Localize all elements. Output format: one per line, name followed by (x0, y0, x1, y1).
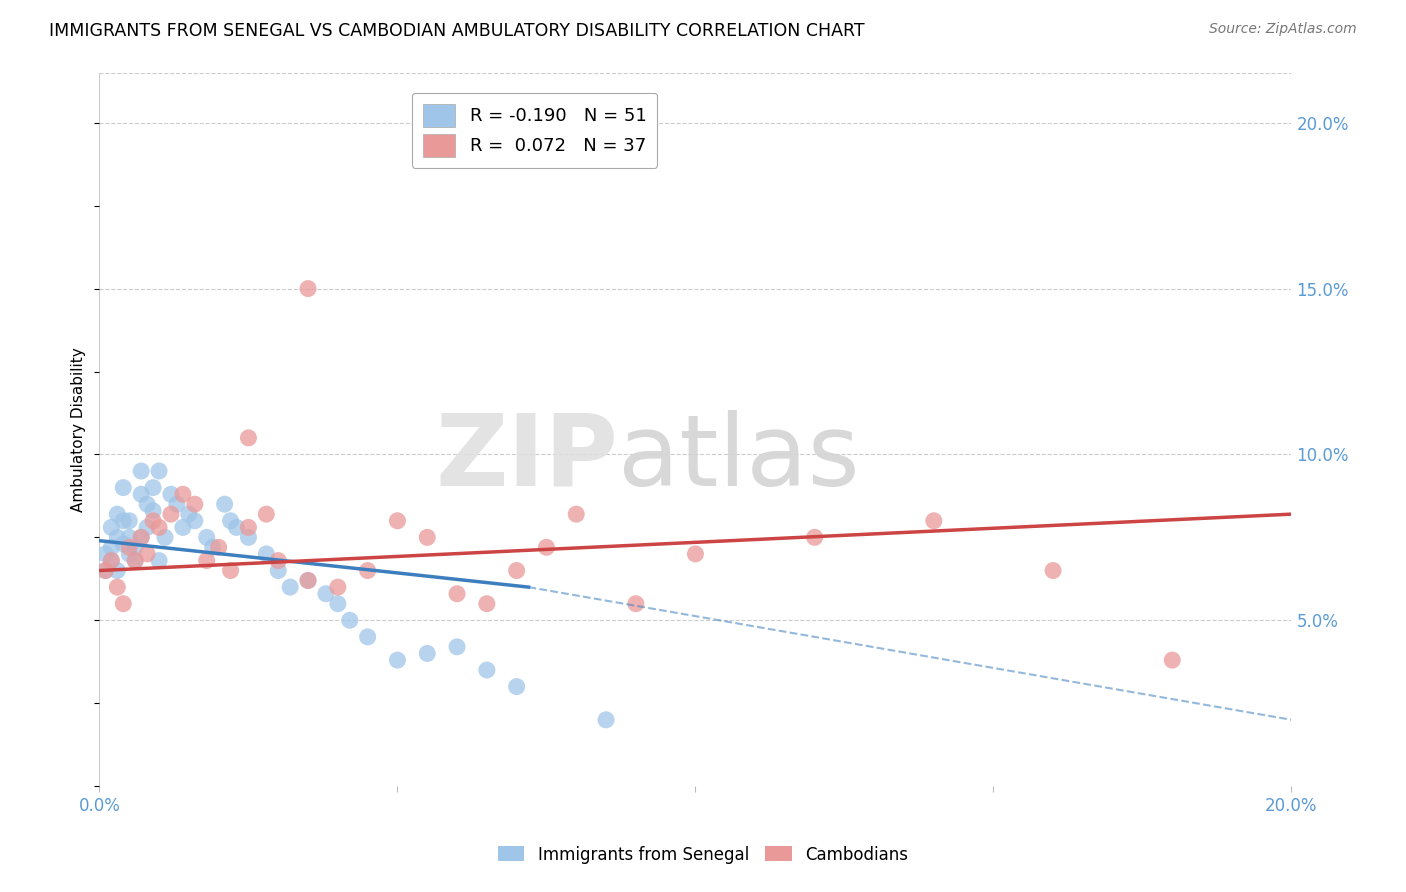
Point (536, 541, 558, 555)
Point (219, 514, 242, 528)
Point (105, 507, 128, 521)
Point (160, 507, 183, 521)
Point (136, 520, 159, 534)
Point (100, 553, 122, 567)
Point (184, 514, 207, 528)
Point (595, 713, 617, 727)
Point (225, 520, 247, 534)
Point (112, 597, 135, 611)
Point (112, 537, 135, 551)
Point (118, 541, 141, 555)
Point (172, 487, 194, 501)
Point (475, 597, 498, 611)
Point (267, 553, 290, 567)
Text: atlas: atlas (619, 409, 859, 507)
Point (129, 487, 152, 501)
Point (94, 564, 117, 578)
Text: Source: ZipAtlas.com: Source: ZipAtlas.com (1209, 22, 1357, 37)
Point (142, 514, 165, 528)
Point (195, 530, 218, 544)
Point (214, 497, 236, 511)
Point (129, 464, 152, 478)
Point (267, 564, 290, 578)
Point (153, 530, 176, 544)
Point (148, 520, 170, 534)
Point (105, 530, 128, 544)
Point (160, 487, 183, 501)
Point (100, 520, 122, 534)
Point (803, 530, 825, 544)
Point (315, 587, 337, 601)
Point (148, 553, 170, 567)
Point (201, 541, 224, 555)
Point (208, 541, 231, 555)
Point (326, 597, 349, 611)
Point (238, 520, 260, 534)
Point (100, 553, 122, 567)
Y-axis label: Ambulatory Disability: Ambulatory Disability (72, 347, 86, 512)
Text: IMMIGRANTS FROM SENEGAL VS CAMBODIAN AMBULATORY DISABILITY CORRELATION CHART: IMMIGRANTS FROM SENEGAL VS CAMBODIAN AMB… (49, 22, 865, 40)
Point (136, 497, 159, 511)
Point (94, 547, 117, 561)
Point (387, 653, 409, 667)
Point (1042, 564, 1064, 578)
Point (238, 530, 260, 544)
Point (129, 530, 152, 544)
Legend: R = -0.190   N = 51, R =  0.072   N = 37: R = -0.190 N = 51, R = 0.072 N = 37 (412, 93, 657, 168)
Point (446, 640, 468, 654)
Point (136, 547, 159, 561)
Point (356, 564, 378, 578)
Point (505, 680, 527, 694)
Point (297, 574, 319, 588)
Point (129, 530, 152, 544)
Point (387, 514, 409, 528)
Point (166, 497, 188, 511)
Text: ZIP: ZIP (434, 409, 619, 507)
Point (105, 580, 128, 594)
Point (254, 507, 277, 521)
Point (685, 547, 707, 561)
Point (118, 530, 141, 544)
Point (416, 530, 439, 544)
Point (922, 514, 945, 528)
Point (446, 587, 468, 601)
Point (195, 553, 218, 567)
Point (94, 564, 117, 578)
Point (148, 464, 170, 478)
Point (219, 564, 242, 578)
Point (416, 647, 439, 661)
Point (184, 497, 207, 511)
Point (238, 431, 260, 445)
Point (118, 514, 141, 528)
Point (356, 630, 378, 644)
Point (124, 553, 146, 567)
Point (326, 580, 349, 594)
Point (124, 541, 146, 555)
Point (105, 564, 128, 578)
Point (100, 541, 122, 555)
Point (475, 663, 498, 677)
Point (142, 481, 165, 495)
Point (177, 507, 200, 521)
Point (172, 520, 194, 534)
Point (505, 564, 527, 578)
Point (142, 504, 165, 518)
Point (118, 547, 141, 561)
Point (565, 507, 588, 521)
Point (1161, 653, 1184, 667)
Point (278, 580, 301, 594)
Point (339, 613, 361, 627)
Point (254, 547, 277, 561)
Point (297, 574, 319, 588)
Point (112, 514, 135, 528)
Point (124, 553, 146, 567)
Point (297, 282, 319, 296)
Point (112, 481, 135, 495)
Legend: Immigrants from Senegal, Cambodians: Immigrants from Senegal, Cambodians (491, 839, 915, 871)
Point (624, 597, 647, 611)
